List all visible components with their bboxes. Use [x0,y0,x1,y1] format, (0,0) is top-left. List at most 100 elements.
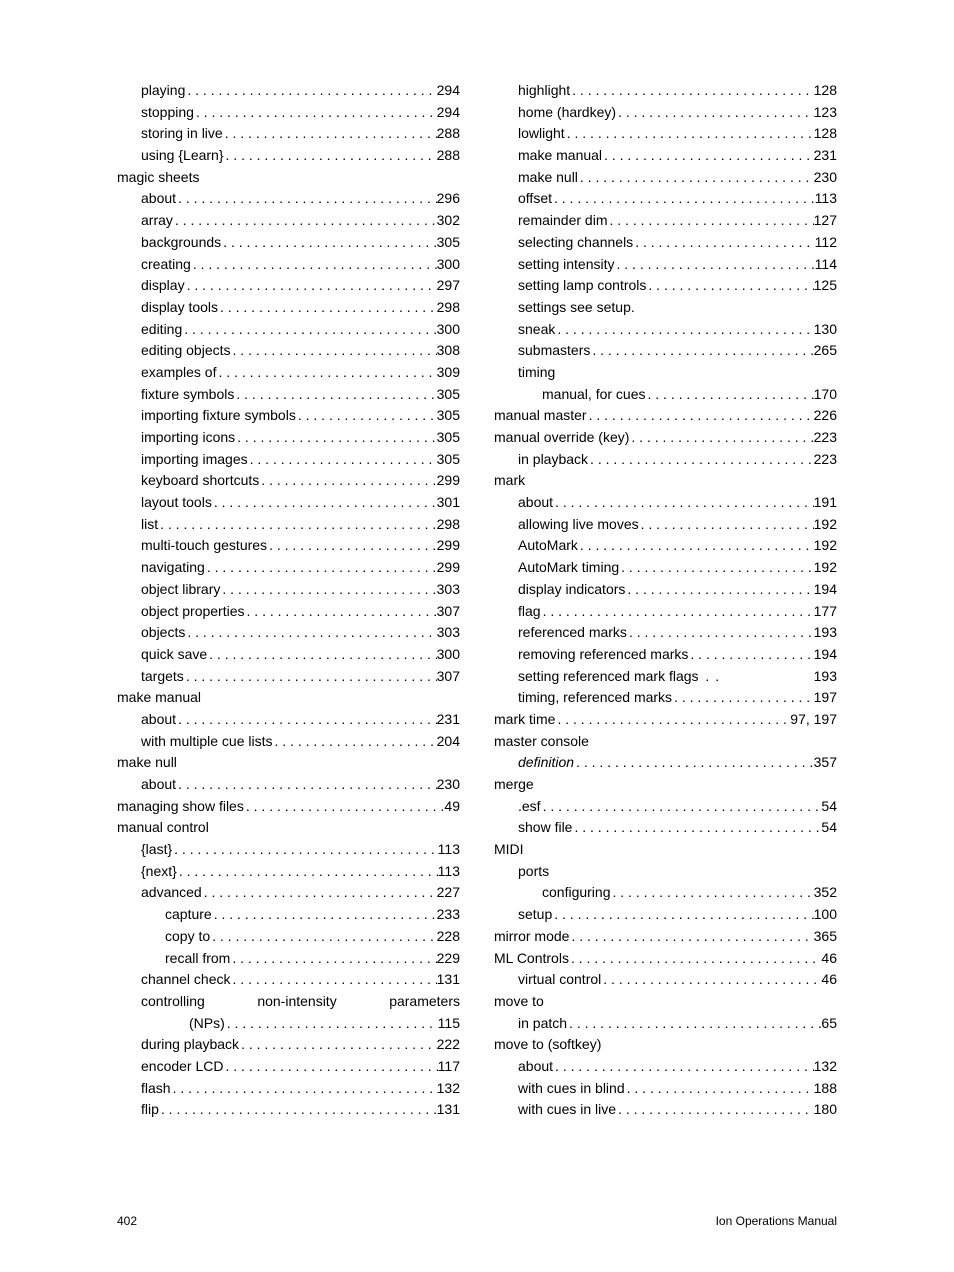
index-entry-page: 125 [814,275,837,297]
index-entry-label: encoder LCD [141,1056,224,1078]
index-entry: definition 357 [494,752,837,774]
index-entry-label: about [518,492,553,514]
index-entry: controlling non-intensity parameters(NPs… [117,991,460,1034]
index-entry-label: targets [141,666,184,688]
index-entry-page: 223 [814,449,837,471]
index-entry-label: manual override (key) [494,427,629,449]
index-entry-page: 65 [821,1013,837,1035]
index-entry: display tools 298 [117,297,460,319]
index-entry-page: 113 [438,839,460,861]
index-entry: in playback 223 [494,449,837,471]
index-entry-page: 307 [437,601,460,623]
index-entry-label: flash [141,1078,171,1100]
index-entry: capture 233 [117,904,460,926]
index-entry-page: 194 [814,644,837,666]
index-entry-page: 303 [437,579,460,601]
index-entry: about 132 [494,1056,837,1078]
index-entry: {next} 113 [117,861,460,883]
index-heading: MIDI [494,839,837,861]
index-entry-page: 132 [814,1056,837,1078]
index-entry-label: definition [518,752,574,774]
index-entry-label: AutoMark timing [518,557,619,579]
index-entry: setting referenced mark flags . . 193 [494,666,837,688]
index-entry: referenced marks 193 [494,622,837,644]
index-entry: setting lamp controls 125 [494,275,837,297]
index-entry-label: allowing live moves [518,514,639,536]
index-entry-page: 100 [814,904,837,926]
index-entry-label: objects [141,622,185,644]
index-entry-page: 288 [437,145,460,167]
index-entry-page: 130 [814,319,837,341]
footer-title: Ion Operations Manual [716,1214,837,1228]
index-heading: make manual [117,687,460,709]
index-entry-label: AutoMark [518,535,578,557]
index-entry-label: make null [518,167,578,189]
index-entry-page: 193 [814,622,837,644]
index-entry-page: 357 [814,752,837,774]
index-entry-page: 192 [814,557,837,579]
index-entry-page: 305 [437,449,460,471]
index-entry-page: 131 [437,969,460,991]
index-entry: copy to 228 [117,926,460,948]
index-entry-label: manual master [494,405,587,427]
index-entry-label: remainder dim [518,210,607,232]
index-entry-label: importing fixture symbols [141,405,296,427]
index-entry: manual override (key) 223 [494,427,837,449]
index-entry-label: keyboard shortcuts [141,470,259,492]
index-entry: configuring 352 [494,882,837,904]
index-entry: stopping 294 [117,102,460,124]
index-entry-label: mark time [494,709,555,731]
index-entry-page: 228 [437,926,460,948]
index-entry: highlight 128 [494,80,837,102]
index-entry: fixture symbols 305 [117,384,460,406]
index-entry-label: flip [141,1099,159,1121]
index-entry: targets 307 [117,666,460,688]
page-footer: 402 Ion Operations Manual [117,1214,837,1228]
index-entry-label: stopping [141,102,194,124]
index-entry-page: 197 [814,687,837,709]
index-entry-page: 54 [821,796,837,818]
index-entry-label: {last} [141,839,172,861]
index-entry: object library 303 [117,579,460,601]
index-entry-label: in patch [518,1013,567,1035]
index-entry-page: 300 [437,319,460,341]
index-entry-page: 294 [437,80,460,102]
index-entry: selecting channels 112 [494,232,837,254]
index-entry-label: with cues in blind [518,1078,625,1100]
index-entry: navigating 299 [117,557,460,579]
index-entry-label: manual, for cues [542,384,646,406]
index-entry: editing objects 308 [117,340,460,362]
index-heading: master console [494,731,837,753]
index-entry-page: 132 [437,1078,460,1100]
index-entry: AutoMark timing 192 [494,557,837,579]
index-entry-page: 204 [437,731,460,753]
index-entry-label: about [141,188,176,210]
index-entry-page: 299 [437,557,460,579]
index-entry: manual master 226 [494,405,837,427]
index-entry-page: 229 [437,948,460,970]
index-entry: submasters 265 [494,340,837,362]
index-heading: move to (softkey) [494,1034,837,1056]
index-entry-label: display tools [141,297,218,319]
index-entry-label: display [141,275,185,297]
index-entry: backgrounds 305 [117,232,460,254]
index-entry: make null 230 [494,167,837,189]
index-entry-page: 308 [437,340,460,362]
index-entry-page: 352 [814,882,837,904]
index-entry: list 298 [117,514,460,536]
index-entry: managing show files 49 [117,796,460,818]
index-entry-page: 193 [814,666,837,688]
index-entry: examples of 309 [117,362,460,384]
index-entry-page: 113 [438,861,460,883]
index-entry-label: ML Controls [494,948,569,970]
index-entry: multi-touch gestures 299 [117,535,460,557]
index-heading: move to [494,991,837,1013]
index-entry-page: 231 [814,145,837,167]
index-entry: virtual control 46 [494,969,837,991]
index-entry-page: 301 [437,492,460,514]
index-entry: .esf 54 [494,796,837,818]
index-entry-label: setup [518,904,552,926]
index-entry-label: offset [518,188,552,210]
index-entry-label: backgrounds [141,232,221,254]
index-entry-label: importing images [141,449,248,471]
